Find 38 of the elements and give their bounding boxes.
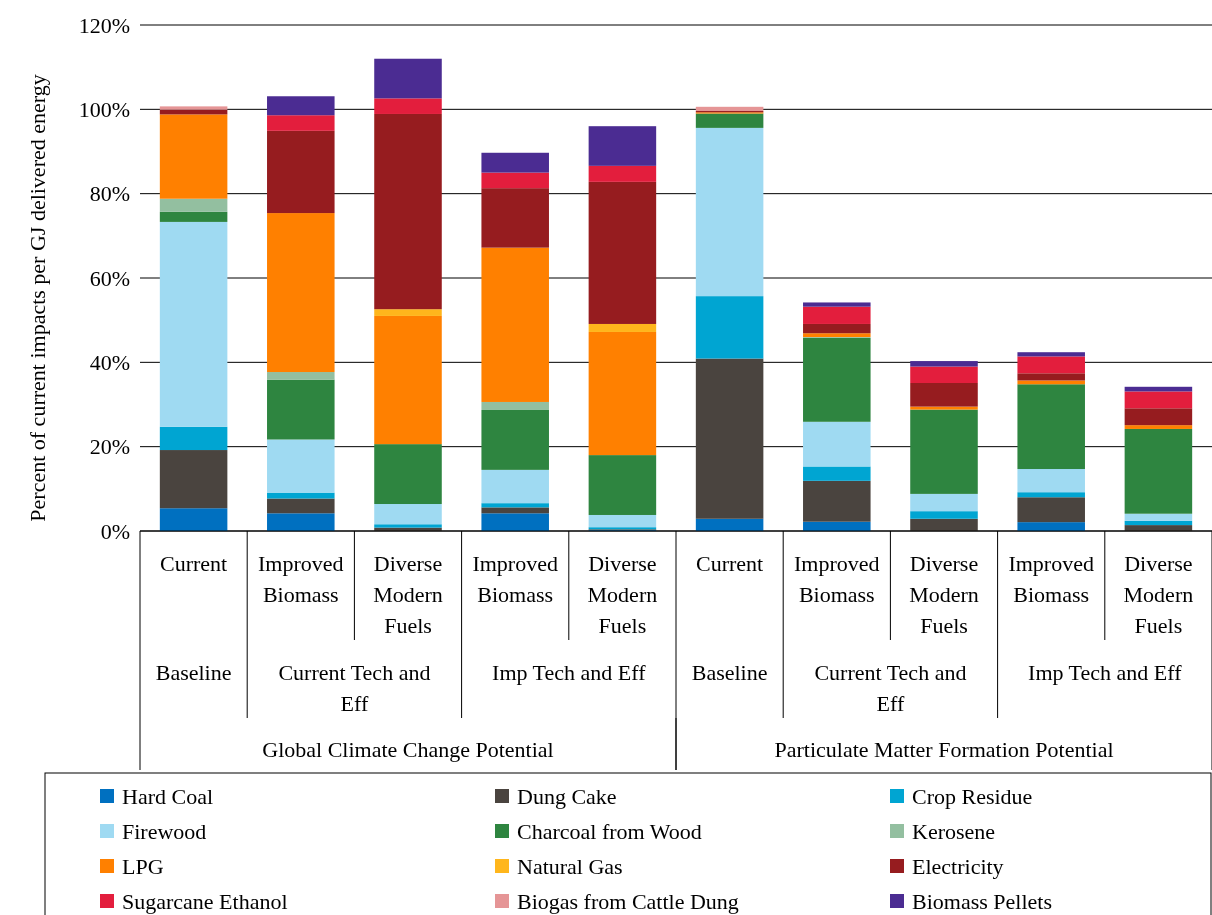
legend-label: Electricity xyxy=(912,853,1004,879)
x-tick-label: Current xyxy=(696,550,764,576)
text: Baseline xyxy=(691,659,768,685)
legend-label: Firewood xyxy=(122,818,207,844)
legend-label: Sugarcane Ethanol xyxy=(122,888,288,914)
x-tick-label: Current xyxy=(160,550,228,576)
legend-label: Charcoal from Wood xyxy=(517,818,702,844)
x-tick-label: Diverse Modern Fuels xyxy=(909,550,979,638)
x-tick-label: Improved Biomass xyxy=(794,550,880,607)
text: Current Tech and Eff xyxy=(814,659,967,716)
legend-label: Crop Residue xyxy=(912,783,1033,809)
legend-label: Hard Coal xyxy=(122,783,214,809)
text: Imp Tech and Eff xyxy=(1028,659,1183,685)
legend-label: Natural Gas xyxy=(517,853,623,879)
x-tick-label: Improved Biomass xyxy=(258,550,344,607)
text: Current Tech and Eff xyxy=(278,659,431,716)
x-tick-label: Improved Biomass xyxy=(1008,550,1094,607)
text: Baseline xyxy=(155,659,232,685)
x-tick-label: Diverse Modern Fuels xyxy=(587,550,658,638)
legend-label: Biogas from Cattle Dung xyxy=(517,888,739,914)
legend-label: Dung Cake xyxy=(517,783,617,809)
legend-label: Kerosene xyxy=(912,818,996,844)
y-tick-label: 100% xyxy=(78,97,130,123)
y-tick-label: 40% xyxy=(89,350,130,376)
text: Global Climate Change Potential xyxy=(262,736,554,762)
legend-label: Biomass Pellets xyxy=(912,888,1052,914)
y-tick-label: 0% xyxy=(100,518,130,544)
y-tick-label: 60% xyxy=(89,265,130,291)
x-tick-label: Diverse Modern Fuels xyxy=(1123,550,1194,638)
legend-label: LPG xyxy=(122,853,164,879)
y-tick-label: 120% xyxy=(78,12,130,38)
text: Imp Tech and Eff xyxy=(492,659,647,685)
y-tick-label: 80% xyxy=(89,181,130,207)
x-tick-label: Diverse Modern Fuels xyxy=(373,550,443,638)
text: Particulate Matter Formation Potential xyxy=(774,736,1114,762)
y-tick-label: 20% xyxy=(89,434,130,460)
y-axis-title: Percent of current impacts per GJ delivered energy xyxy=(25,74,50,522)
x-tick-label: Improved Biomass xyxy=(472,550,558,607)
